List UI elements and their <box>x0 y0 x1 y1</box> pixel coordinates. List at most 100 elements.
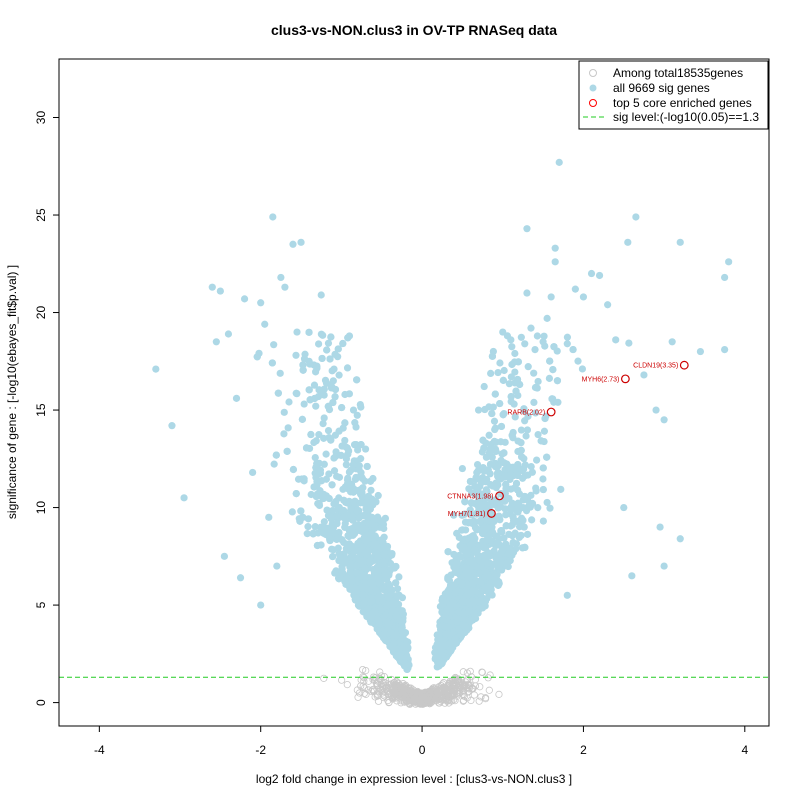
sig-point <box>496 359 504 367</box>
x-axis: -4 -2 0 2 4 <box>94 725 748 757</box>
sig-outlier-point <box>511 349 519 358</box>
sig-point <box>445 592 453 600</box>
sig-point <box>474 467 482 475</box>
sig-point <box>465 607 473 615</box>
sig-point <box>363 585 371 593</box>
sig-outlier-point <box>725 258 733 266</box>
sig-point <box>528 468 536 476</box>
nonsig-point <box>419 690 428 699</box>
nonsig-point <box>485 686 493 694</box>
nonsig-point <box>367 687 375 695</box>
sig-point <box>373 541 381 550</box>
sig-point <box>473 548 481 556</box>
sig-point <box>557 485 565 493</box>
sig-point <box>353 376 361 384</box>
sig-point <box>329 546 337 554</box>
x-tick-label: -4 <box>94 743 105 757</box>
legend-marker-all-genes <box>589 69 597 77</box>
sig-point <box>334 345 342 353</box>
sig-point <box>339 339 347 348</box>
y-tick-label: 30 <box>34 111 48 125</box>
sig-point <box>476 558 484 566</box>
sig-point <box>347 543 355 551</box>
sig-point <box>304 515 312 523</box>
sig-point <box>461 498 469 506</box>
sig-point <box>543 498 551 507</box>
nonsig-point <box>373 690 382 698</box>
sig-point <box>523 426 532 434</box>
sig-point <box>310 381 319 389</box>
sig-point <box>520 523 528 531</box>
sig-outlier-point <box>289 240 297 248</box>
sig-point <box>352 562 360 570</box>
sig-point <box>338 569 347 577</box>
sig-outlier-point <box>361 445 370 453</box>
sig-point <box>348 577 356 585</box>
sig-point <box>392 579 400 587</box>
sig-point <box>366 559 374 567</box>
legend-marker-sig-genes <box>589 84 597 92</box>
sig-point <box>537 437 545 445</box>
sig-point <box>546 357 554 365</box>
sig-point <box>524 412 532 420</box>
sig-point <box>374 616 382 624</box>
sig-point <box>625 339 633 347</box>
sig-point <box>530 398 538 407</box>
sig-point <box>313 481 321 489</box>
nonsig-point <box>377 672 386 680</box>
top-genes: CLDN19(3.35) MYH6(2.73) RARB(2.02) CTNNA3(1… <box>447 360 689 518</box>
sig-point <box>344 480 352 488</box>
sig-outlier-point <box>551 244 559 252</box>
sig-point <box>328 367 336 375</box>
sig-point <box>359 599 368 608</box>
sig-point <box>478 448 486 456</box>
sig-point <box>367 486 375 494</box>
nonsig-point <box>380 678 388 686</box>
sig-outlier-point <box>277 273 285 282</box>
legend-entry-sig-genes: all 9669 sig genes <box>613 81 710 95</box>
sig-point <box>380 566 388 574</box>
sig-point <box>474 502 482 510</box>
y-tick-label: 5 <box>34 601 48 608</box>
sig-point <box>330 467 339 475</box>
sig-point <box>485 403 493 411</box>
sig-point <box>348 525 356 533</box>
sig-point <box>519 503 527 512</box>
sig-point <box>302 444 311 452</box>
nonsig-point <box>365 677 373 685</box>
sig-point <box>330 454 338 462</box>
nonsig-point <box>357 676 365 684</box>
sig-point <box>313 364 321 372</box>
sig-point <box>494 504 502 512</box>
sig-point <box>490 560 499 568</box>
sig-point <box>450 511 458 519</box>
sig-point <box>505 473 514 481</box>
nonsig-point <box>373 692 381 700</box>
sig-point <box>360 533 369 542</box>
sig-point <box>361 525 369 533</box>
sig-point <box>321 376 330 384</box>
top-gene-point <box>487 509 496 518</box>
sig-outlier-point <box>297 238 305 246</box>
sig-point <box>377 536 385 544</box>
sig-point <box>300 400 308 408</box>
nonsig-point <box>478 668 486 677</box>
sig-point <box>534 504 542 512</box>
nonsig-point <box>432 689 440 697</box>
sig-point <box>283 447 291 455</box>
sig-outlier-point <box>224 330 233 338</box>
sig-point <box>459 609 468 618</box>
sig-point <box>458 579 466 588</box>
sig-point <box>298 415 306 423</box>
sig-point <box>438 659 446 667</box>
sig-outlier-point <box>474 406 483 414</box>
sig-point <box>453 618 462 626</box>
top-gene-point <box>679 360 689 370</box>
sig-point <box>548 395 556 403</box>
sig-point <box>514 461 522 469</box>
nonsig-point <box>392 682 400 690</box>
sig-outlier-point <box>208 283 216 291</box>
nonsig-point <box>467 696 475 705</box>
sig-point <box>288 508 296 516</box>
sig-point <box>398 607 406 615</box>
